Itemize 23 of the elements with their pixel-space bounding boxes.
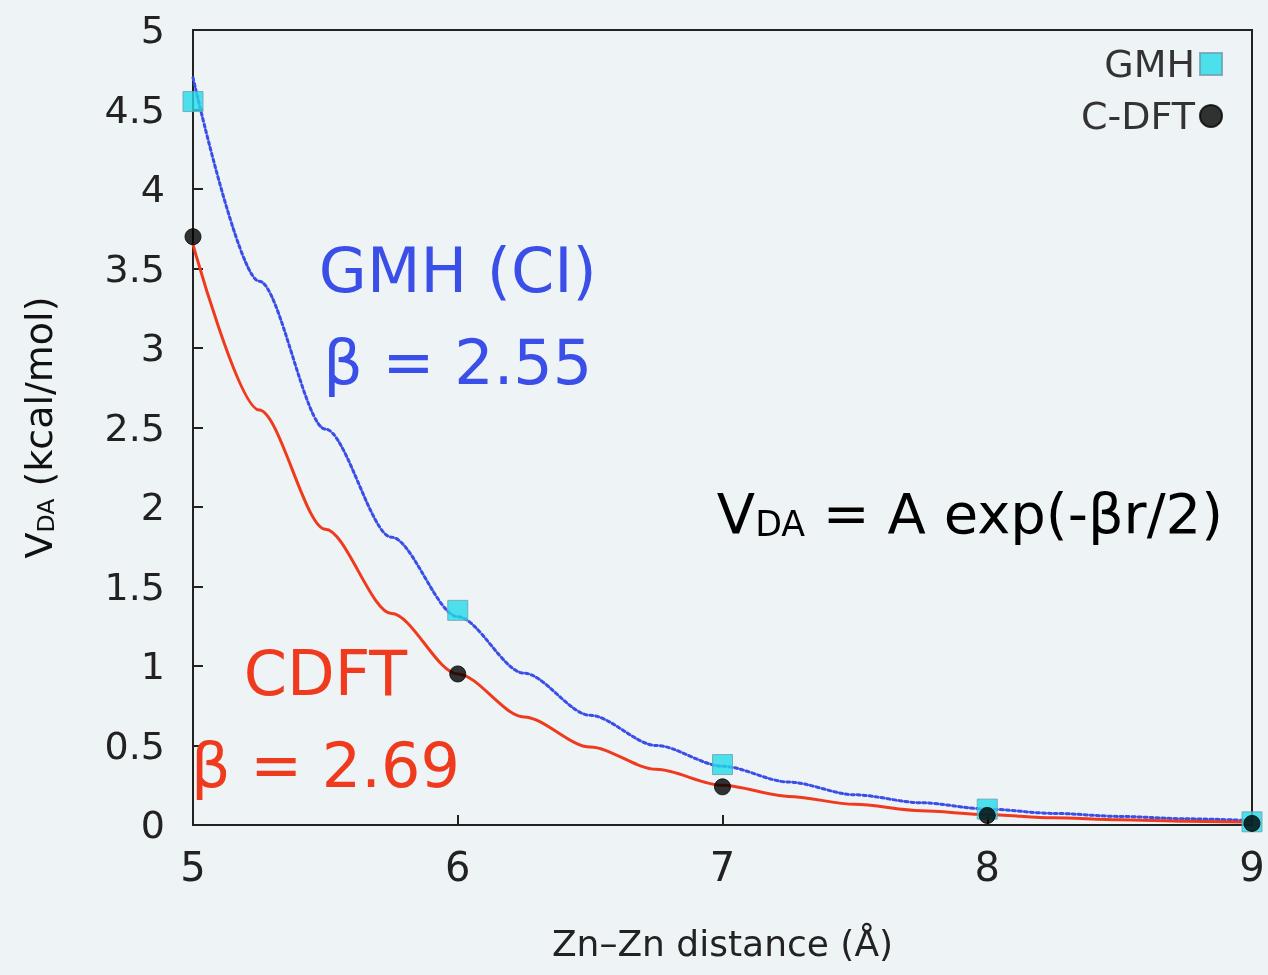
y-tick-label: 1 <box>140 644 165 688</box>
x-tick-label: 7 <box>709 844 736 890</box>
y-tick-label: 4.5 <box>104 87 165 132</box>
y-tick-label: 2 <box>140 485 165 529</box>
x-tick-label: 8 <box>974 844 1000 890</box>
series-label: CDFT β = 2.69 <box>190 636 460 802</box>
series-label: GMH (CI) β = 2.55 <box>318 234 597 400</box>
y-axis-title: VDA (kcal/mol) <box>17 296 61 559</box>
legend-label: C-DFT <box>1081 94 1196 138</box>
y-tick-label: 0.5 <box>104 723 165 768</box>
y-tick-label: 3.5 <box>104 246 165 291</box>
annotation: VDA = A exp(-βr/2) <box>716 480 1223 546</box>
y-tick-label: 1.5 <box>104 564 165 609</box>
y-tick-label: 0 <box>140 803 165 847</box>
x-axis-title: Zn–Zn distance (Å) <box>551 921 894 964</box>
y-tick-label: 4 <box>140 167 165 211</box>
x-tick-label: 9 <box>1239 844 1265 890</box>
legend-label: GMH <box>1104 42 1195 86</box>
y-tick-label: 2.5 <box>104 405 165 450</box>
y-tick-label: 3 <box>140 326 165 370</box>
y-tick-label: 5 <box>140 8 165 52</box>
x-tick-label: 5 <box>180 844 206 890</box>
x-tick-label: 6 <box>445 844 471 890</box>
